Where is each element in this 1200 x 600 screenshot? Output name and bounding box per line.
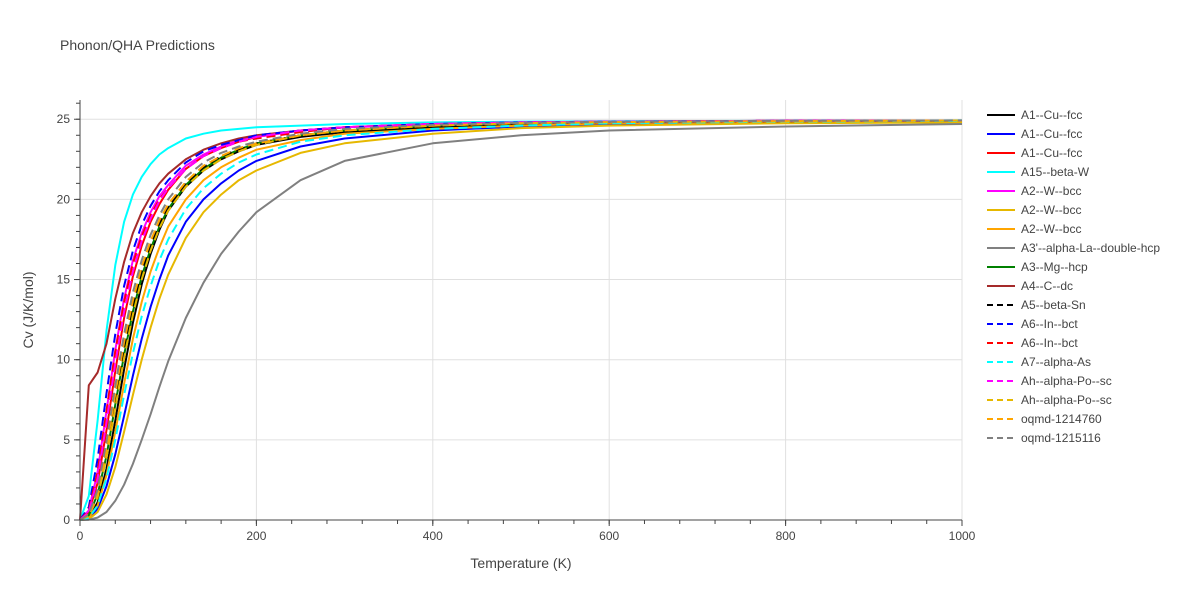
y-tick-label: 25 (57, 112, 71, 126)
legend-label: A1--Cu--fcc (1021, 146, 1082, 160)
legend-label: A15--beta-W (1021, 165, 1090, 179)
legend-label: oqmd-1215116 (1021, 431, 1101, 445)
legend-label: A2--W--bcc (1021, 203, 1081, 217)
series-line-6[interactable] (79, 119, 963, 521)
x-tick-label: 200 (246, 529, 266, 543)
x-tick-label: 600 (599, 529, 619, 543)
series-layer (79, 119, 963, 521)
series-line-11[interactable] (79, 119, 963, 521)
series-line-7[interactable] (79, 123, 963, 521)
y-tick-label: 0 (63, 513, 70, 527)
x-axis-label: Temperature (K) (470, 555, 571, 571)
x-tick-label: 1000 (949, 529, 976, 543)
legend-label: A6--In--bct (1021, 336, 1078, 350)
legend-label: A4--C--dc (1021, 279, 1073, 293)
legend-label: Ah--alpha-Po--sc (1021, 393, 1112, 407)
legend-label: A6--In--bct (1021, 317, 1078, 331)
legend-label: A1--Cu--fcc (1021, 108, 1082, 122)
series-line-5[interactable] (79, 121, 963, 521)
legend: A1--Cu--fcc A1--Cu--fcc A1--Cu--fcc A15--be… (987, 108, 1160, 445)
legend-label: A3--Mg--hcp (1021, 260, 1088, 274)
legend-label: oqmd-1214760 (1021, 412, 1102, 426)
x-tick-label: 800 (776, 529, 796, 543)
series-line-0[interactable] (79, 119, 963, 521)
legend-label: A1--Cu--fcc (1021, 127, 1082, 141)
grid (80, 100, 963, 520)
y-axis-label: Cv (J/K/mol) (20, 272, 36, 349)
series-line-14[interactable] (79, 119, 963, 521)
x-tick-label: 400 (423, 529, 443, 543)
y-tick-label: 10 (57, 353, 71, 367)
series-line-3[interactable] (79, 119, 963, 521)
series-line-10[interactable] (79, 119, 963, 521)
series-line-2[interactable] (79, 119, 963, 521)
y-tick-label: 5 (63, 433, 70, 447)
y-tick-label: 15 (57, 273, 71, 287)
legend-label: A2--W--bcc (1021, 184, 1081, 198)
series-line-9[interactable] (79, 119, 963, 521)
axes: 0 200 400 600 800 1000 0 5 10 15 20 25 (57, 100, 976, 543)
chart-title: Phonon/QHA Predictions (60, 37, 215, 53)
legend-label: A3'--alpha-La--double-hcp (1021, 241, 1160, 255)
legend-label: A2--W--bcc (1021, 222, 1081, 236)
series-line-15[interactable] (79, 119, 963, 521)
legend-label: A5--beta-Sn (1021, 298, 1086, 312)
y-tick-label: 20 (57, 192, 71, 206)
series-line-16[interactable] (79, 119, 963, 521)
x-tick-label: 0 (77, 529, 84, 543)
series-line-8[interactable] (79, 119, 963, 521)
series-line-1[interactable] (79, 120, 963, 521)
legend-label: Ah--alpha-Po--sc (1021, 374, 1112, 388)
series-line-13[interactable] (79, 119, 963, 521)
series-line-12[interactable] (79, 119, 963, 521)
series-line-17[interactable] (79, 119, 963, 521)
legend-label: A7--alpha-As (1021, 355, 1091, 369)
series-line-4[interactable] (79, 119, 963, 521)
